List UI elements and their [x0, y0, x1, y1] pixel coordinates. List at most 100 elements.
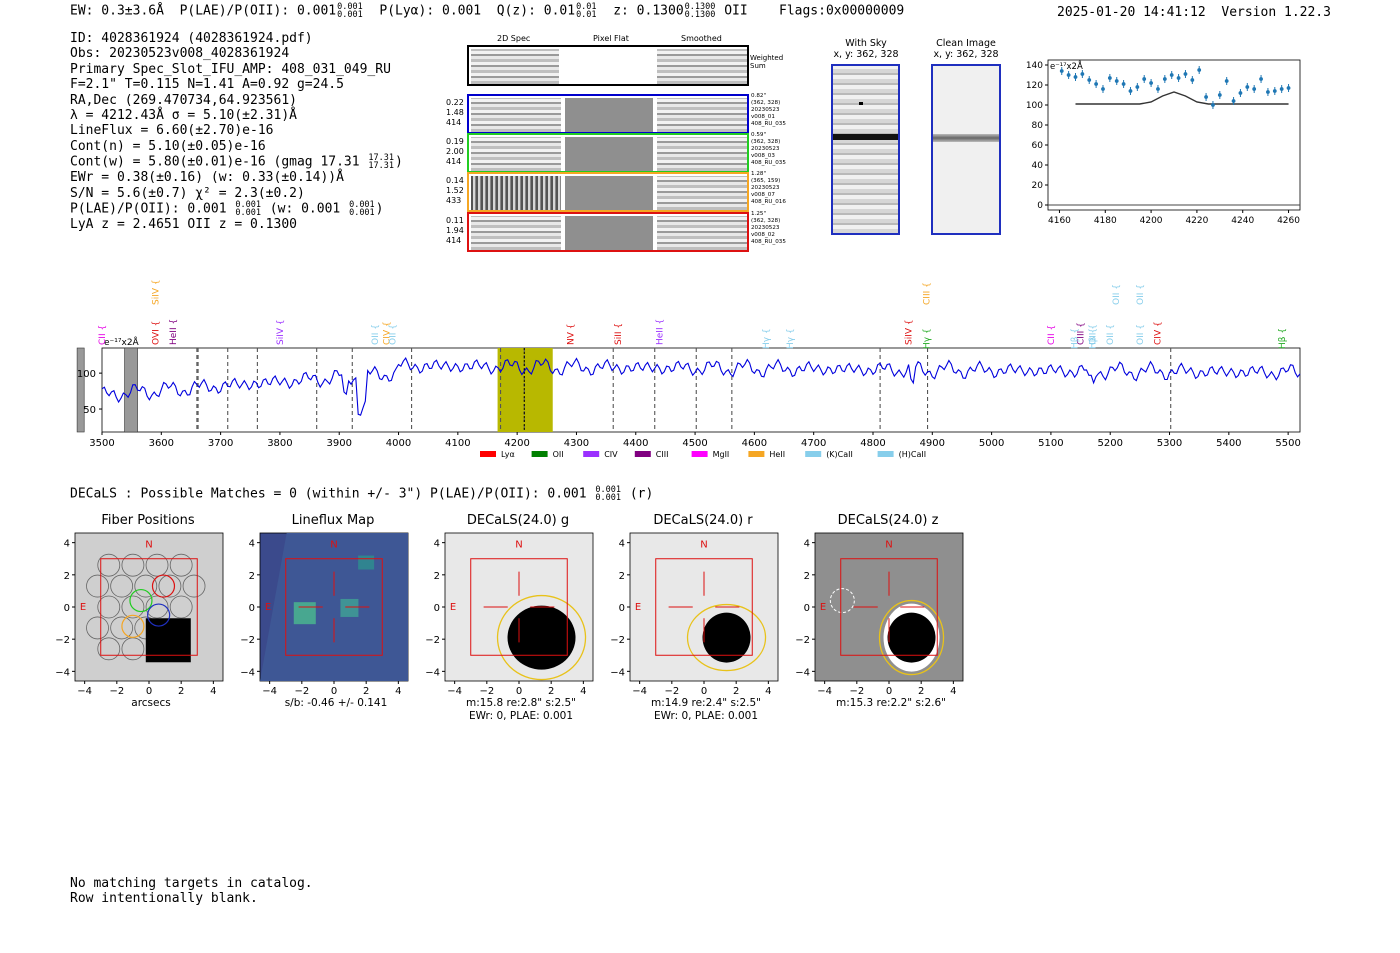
- fiber-row-values: 0.22 1.48 414: [446, 98, 464, 128]
- zoom-x-tick-label: 4180: [1094, 216, 1117, 226]
- qz-hi: 0.01: [576, 2, 597, 12]
- fiber-circle-blue: [147, 603, 171, 627]
- col-2d-spec: 2D Spec: [497, 34, 531, 43]
- fiber-circle: [97, 595, 121, 619]
- clean-title: Clean Image: [936, 38, 996, 49]
- zoom-y-tick-label: 120: [1026, 81, 1043, 91]
- info-plae-hi: 0.001: [235, 200, 261, 211]
- zoom-point-marker: [1279, 87, 1284, 91]
- fiber-row-v2: 2.00: [446, 147, 464, 156]
- decals-footprint-box: [655, 558, 753, 656]
- fiber-circle: [169, 595, 193, 619]
- with-sky-image: [831, 64, 900, 235]
- zoom-data-point: [1135, 83, 1140, 91]
- zoom-x-tick-label: 4220: [1185, 216, 1208, 226]
- decals-y-tick-label: 2: [434, 571, 440, 582]
- zoom-x-tick-label: 4200: [1140, 216, 1163, 226]
- zoom-x-tick-label: 4240: [1231, 216, 1254, 226]
- zoom-data-point: [1149, 79, 1153, 87]
- decals-x-tick-label: −2: [664, 686, 679, 697]
- zoom-data-point: [1101, 85, 1105, 93]
- fiber-2d-spec: [471, 176, 561, 210]
- lineflux-footprint: [260, 533, 408, 681]
- zoom-data-point: [1231, 97, 1236, 105]
- fiber-row-values: 0.14 1.52 433: [446, 176, 464, 206]
- lineflux-hotspot: [340, 598, 359, 617]
- compass-east: E: [820, 602, 826, 613]
- info-cont-w-lo: 17.31: [368, 161, 395, 172]
- zoom-point-marker: [1107, 76, 1112, 80]
- lineflux-hotspot: [358, 555, 375, 570]
- decals-y-tick-label: −2: [795, 635, 810, 646]
- col-smoothed: Smoothed: [681, 34, 722, 43]
- qz-lo: 0.01: [576, 10, 597, 20]
- decals-panel-plot: N E −4 −4 −2 −2 0 0 2 2 4 4: [55, 532, 224, 697]
- decals-x-tick-label: 2: [733, 686, 739, 697]
- decals-panel-title: DECaLS(24.0) g: [466, 513, 570, 528]
- decals-x-tick-label: 4: [950, 686, 956, 697]
- with-sky-xy: x, y: 362, 328: [833, 49, 899, 60]
- spectrum-legend-label: MgII: [713, 450, 730, 459]
- zoom-point-marker: [1121, 82, 1126, 86]
- spectrum-line-label: HeII {: [655, 319, 665, 345]
- decals-y-tick-label: 2: [249, 571, 255, 582]
- spectrum-unit-label: e⁻¹⁷x2Å: [104, 336, 140, 348]
- info-cont-w: Cont(w) = 5.80(±0.01)e-16 (gmag 17.31: [70, 154, 360, 170]
- zoom-data-point: [1183, 70, 1188, 78]
- info-plae-w: (w: 0.001: [269, 201, 341, 217]
- decals-x-tick-label: 0: [886, 686, 892, 697]
- info-obs: Obs: 20230523v008_4028361924: [70, 46, 290, 62]
- clean-xy: x, y: 362, 328: [933, 49, 999, 60]
- decals-x-tick-label: 2: [363, 686, 369, 697]
- decals-x-tick-label: 4: [580, 686, 586, 697]
- clean-title-block: Clean Image x, y: 362, 328: [930, 38, 1002, 60]
- spectrum-x-tick-label: 4900: [920, 438, 945, 449]
- spectrum-line-label: CII {: [98, 325, 108, 345]
- zoom-point-marker: [1224, 79, 1229, 83]
- timestamp: 2025-01-20 14:41:12: [1057, 5, 1206, 20]
- info-primary: Primary Spec_Slot_IFU_AMP: 408_031_049_R…: [70, 61, 391, 77]
- decals-image: [814, 532, 964, 682]
- zoom-data-point: [1156, 85, 1160, 93]
- zoom-data-point: [1066, 71, 1071, 79]
- decals-source: [702, 612, 751, 663]
- decals-panel-title: Fiber Positions: [101, 513, 195, 528]
- compass-north: N: [145, 539, 152, 550]
- decals-x-tick-label: 0: [146, 686, 152, 697]
- spectrum-x-tick-label: 3600: [149, 438, 174, 449]
- spectrum-x-tick-label: 4600: [742, 438, 767, 449]
- decals-y-tick-label: 0: [619, 603, 625, 614]
- fiber-row-v1: 0.19: [446, 137, 464, 146]
- decals-x-tick-label: 4: [765, 686, 771, 697]
- zoom-point-marker: [1066, 73, 1071, 77]
- compass-north: N: [330, 539, 337, 550]
- spectrum-x-tick-label: 4100: [445, 438, 470, 449]
- zoom-point-marker: [1238, 91, 1243, 95]
- decals-y-tick-label: 4: [619, 539, 625, 550]
- spectrum-legend-entry: OII: [531, 450, 564, 459]
- zoom-y-tick-label: 60: [1032, 141, 1044, 151]
- zoom-y-tick-label: 80: [1032, 121, 1044, 131]
- fiber-circle: [86, 574, 109, 598]
- spectrum-line-label: OII {: [371, 324, 381, 345]
- col-pixel-flat: Pixel Flat: [593, 34, 629, 43]
- fiber-row-frame: [467, 172, 749, 212]
- zoom-data-point: [1073, 73, 1078, 81]
- fiber-pixel-flat: [565, 176, 653, 210]
- decals-x-tick-label: −4: [632, 686, 647, 697]
- decals-footprint-box: [285, 558, 383, 656]
- fiber-circle: [97, 553, 121, 577]
- zoom-point-marker: [1142, 77, 1147, 81]
- decals-x-tick-label: 2: [178, 686, 184, 697]
- zoom-point-marker: [1286, 86, 1291, 90]
- spectrum-legend-swatch: [480, 451, 496, 457]
- zoom-point-marker: [1135, 85, 1140, 89]
- zoom-data-point: [1224, 77, 1229, 85]
- zoom-point-marker: [1204, 95, 1208, 99]
- spectrum-x-tick-label: 5300: [1157, 438, 1182, 449]
- spectrum-legend-entry: Lyα: [480, 450, 515, 459]
- fiber-smoothed: [657, 176, 747, 210]
- decals-panel-caption-2: EWr: 0, PLAE: 0.001: [653, 710, 759, 722]
- with-sky-trace: [833, 134, 898, 140]
- zoom-point-marker: [1183, 72, 1188, 76]
